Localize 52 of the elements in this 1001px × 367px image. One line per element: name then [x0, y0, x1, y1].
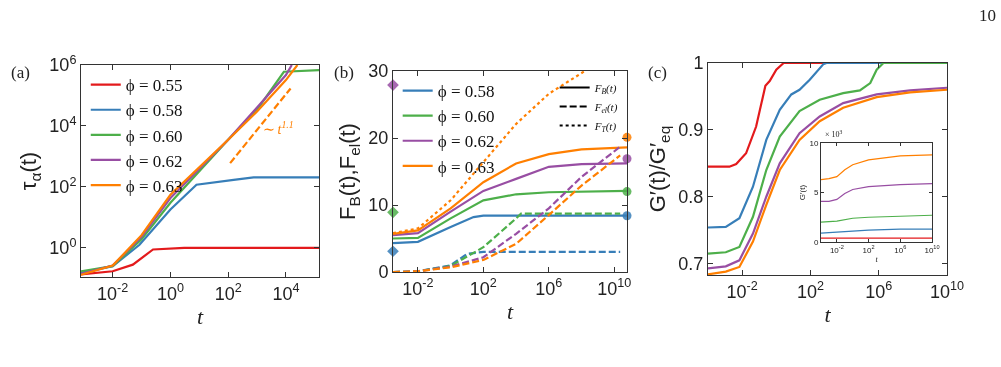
- legend-label: ϕ = 0.60: [437, 107, 495, 127]
- x-axis-title: t: [824, 302, 832, 328]
- legend-label: ϕ = 0.58: [125, 101, 183, 121]
- x-tick-label: 10$^{-2}$: [829, 244, 844, 255]
- legend-label: ϕ = 0.63: [125, 176, 183, 196]
- x-axis-title: t: [875, 254, 879, 264]
- legend-label: ϕ = 0.58: [437, 82, 495, 102]
- y-axis-title: G′(t): [798, 184, 808, 201]
- x-tick-label: 10$^{10}$: [597, 276, 632, 299]
- x-axis-title: t: [506, 299, 514, 325]
- annotation: × 10$^{3}$: [825, 129, 843, 140]
- x-tick-label: 10$^{-2}$: [726, 279, 758, 302]
- annotation: ∼ t$^{1.1}$: [262, 119, 294, 137]
- text: 10: [979, 6, 996, 25]
- legend-label: F$_{el}$(t): [593, 100, 618, 116]
- legend-label: ϕ = 0.63: [437, 157, 495, 177]
- x-tick-label: 10$^{6}$: [894, 244, 907, 255]
- legend-label: ϕ = 0.62: [437, 132, 495, 152]
- x-axis-title: t: [196, 304, 204, 330]
- legend-label: F$_{T}$(t): [593, 119, 617, 135]
- y-tick-label: 30: [368, 61, 389, 82]
- text: (a): [11, 63, 30, 82]
- legend-label: ϕ = 0.55: [125, 76, 183, 96]
- y-tick-label: 10$^{4}$: [49, 113, 77, 137]
- x-tick-label: 10$^{-2}$: [402, 276, 434, 299]
- y-tick-label: 10$^{6}$: [49, 52, 77, 76]
- x-tick-label: 10$^{6}$: [865, 279, 893, 302]
- y-tick-label: 20: [368, 128, 389, 149]
- legend-label: ϕ = 0.60: [125, 126, 183, 146]
- x-tick-label: 10$^{2}$: [862, 244, 875, 255]
- legend-label: ϕ = 0.62: [125, 151, 183, 171]
- y-tick-label: 1: [693, 53, 704, 74]
- y-tick-label: 0: [813, 237, 819, 247]
- text: (c): [648, 63, 667, 82]
- y-tick-label: 0.8: [678, 187, 704, 208]
- text: (b): [334, 63, 354, 82]
- x-tick-label: 10$^{10}$: [924, 244, 940, 255]
- y-tick-label: 5: [813, 188, 819, 198]
- x-tick-label: 10$^{2}$: [469, 276, 497, 299]
- y-tick-label: 10: [368, 195, 389, 216]
- y-tick-label: 0: [378, 262, 389, 283]
- y-tick-label: 10: [809, 138, 819, 148]
- x-tick-label: 10$^{4}$: [272, 281, 300, 304]
- x-tick-label: 10$^{2}$: [214, 281, 242, 304]
- y-tick-label: 10$^{2}$: [49, 174, 77, 198]
- y-tick-label: 0.9: [678, 120, 704, 141]
- x-tick-label: 10$^{0}$: [156, 281, 184, 304]
- legend-label: F$_{B}$(t): [593, 81, 617, 97]
- x-tick-label: 10$^{6}$: [535, 276, 563, 299]
- x-tick-label: 10$^{10}$: [929, 279, 965, 302]
- x-tick-label: 10$^{-2}$: [97, 281, 129, 304]
- y-tick-label: 0.7: [678, 253, 704, 274]
